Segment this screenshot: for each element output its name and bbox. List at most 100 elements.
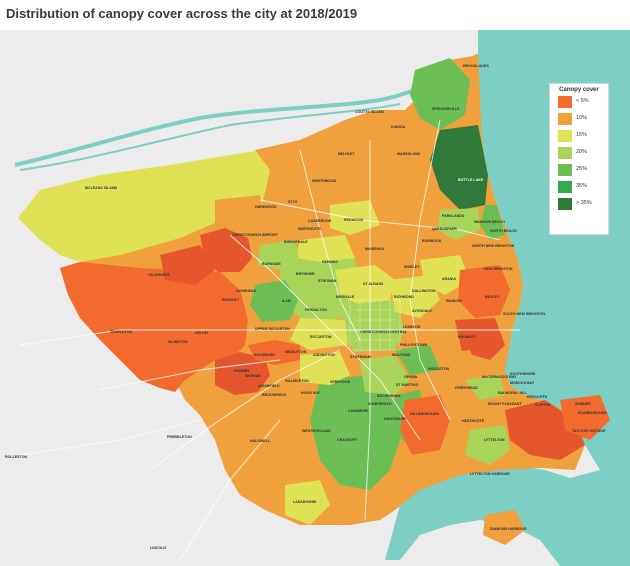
region-harewood [215,195,265,232]
legend-swatch [558,181,572,193]
label-wigram: WIGRAM [245,374,260,378]
label-ferrymead: FERRYMEAD [455,386,478,390]
region-dallington [420,255,470,295]
legend-label: > 35% [576,200,592,206]
label-sumner: SUMNER [575,402,591,406]
label-lyttelton-harbour: LYTTELTON HARBOUR [470,472,510,476]
roads [19,119,520,561]
label-airport: CHRISTCHURCH AIRPORT [232,233,279,237]
label-spencerville: SPENCERVILLE [432,107,460,111]
label-lyttelton: LYTTELTON [484,438,505,442]
label-redcliffs: REDCLIFFS [527,395,548,399]
map-title: Distribution of canopy cover across the … [6,6,358,21]
label-coutts-island: COUTTS ISLAND [355,110,385,114]
label-phillipstown: PHILLIPSTOWN [400,343,427,347]
label-hei-hei: HEI HEI [195,331,208,335]
label-hillmorton: HILLMORTON [285,379,309,383]
legend-label: 20% [576,149,588,155]
label-beckenham: BECKENHAM [377,394,400,398]
region-riccarton [290,318,348,350]
legend-title: Canopy cover [559,87,599,93]
region-ilam [250,280,298,322]
label-north-beach: NORTH BEACH [490,229,517,233]
label-richmond: RICHMOND [394,295,414,299]
label-burwood: BURWOOD [422,239,442,243]
region-yaldhurst-red [160,245,215,285]
region-central [340,300,405,352]
legend-item: 35% [550,178,608,195]
label-westmorland: WESTMORLAND [302,429,331,433]
label-spreydon: SPREYDON [330,380,351,384]
label-bishopdale: BISHOPDALE [284,240,308,244]
legend-swatch [558,164,572,176]
label-styx: STYX [288,200,298,204]
legend-swatch [558,96,572,108]
label-balmoral-hill: BALMORAL HILL [498,391,528,395]
region-spencerville [410,58,470,130]
label-south-new-brighton: SOUTH NEW BRIGHTON [503,312,545,316]
label-avondale: AVONDALE [412,309,433,313]
label-aranui: ARANUI [442,277,456,281]
legend-item: > 35% [550,195,608,212]
label-st-martins: ST MARTINS [396,383,419,387]
label-hillsborough: HILLSBOROUGH [410,412,440,416]
region-burnside [258,240,300,270]
label-north-new-brighton: NORTH NEW BRIGHTON [472,244,515,248]
label-taylors-mistake: TAYLORS MISTAKE [572,429,606,433]
label-moncks-bay: MONCKS BAY [510,381,535,385]
label-lincoln: LINCOLN [150,546,166,550]
label-wainoni: WAINONI [446,299,462,303]
label-diamond-harbour: DIAMOND HARBOUR [490,527,527,531]
legend-label: 35% [576,183,588,189]
label-redwood: REDWOOD [344,218,364,222]
label-marshland: MARSHLAND [397,152,421,156]
region-merivale [335,265,395,305]
label-yaldhurst: YALDHURST [148,273,171,277]
label-linwood: LINWOOD [403,325,421,329]
label-fendalton: FENDALTON [305,308,327,312]
region-ferrymead [465,375,505,400]
label-shirley: SHIRLEY [404,265,420,269]
region-opawa [395,345,440,375]
legend-item: 15% [550,127,608,144]
region-mcleans-island [18,150,270,262]
label-waimairi-beach: WAIMAIRI BEACH [474,220,505,224]
label-halswell: HALSWELL [250,439,271,443]
label-bromley: BROMLEY [458,335,477,339]
legend-label: 15% [576,132,588,138]
label-hornby: HORNBY [234,369,250,373]
label-avonhead: AVONHEAD [236,289,257,293]
label-cracroft: CRACROFT [337,438,358,442]
label-bryndwr: BRYNDWR [296,272,315,276]
region-aranui [458,265,510,318]
label-mount-pleasant: MOUNT PLEASANT [488,402,522,406]
region-halswell [235,402,300,455]
minor-roads [349,299,401,351]
region-beckenham [360,355,410,395]
label-scarborough: SCARBOROUGH [578,411,607,415]
label-mairehau: MAIREHAU [365,247,385,251]
label-northcote: NORTHCOTE [298,227,321,231]
label-queenspark: QUEENSPARK [432,227,457,231]
legend-label: 25% [576,166,588,172]
label-sydenham: SYDENHAM [350,355,371,359]
region-sumner [560,395,610,440]
region-airport [200,228,252,272]
region-hillsborough [400,395,450,455]
label-parklands: PARKLANDS [442,214,465,218]
label-cashmere: CASHMERE [348,409,369,413]
region-lansdowne [285,480,330,525]
label-riccarton: RICCARTON [310,335,332,339]
label-huntsbury: HUNTSBURY [384,417,407,421]
region-sockburn [248,340,300,365]
label-sockburn: SOCKBURN [254,353,275,357]
canopy-map[interactable]: BROOKLANDS SPENCERVILLE COUTTS ISLAND KA… [0,30,630,566]
legend-item: 20% [550,144,608,161]
label-brooklands: BROOKLANDS [463,64,489,68]
label-dallington: DALLINGTON [412,289,436,293]
label-casebrook: CASEBROOK [308,219,332,223]
label-templeton: TEMPLETON [110,330,133,334]
map-canvas: BROOKLANDS SPENCERVILLE COUTTS ISLAND KA… [0,30,630,566]
label-papanui: PAPANUI [322,260,338,264]
label-northwood: NORTHWOOD [312,179,337,183]
